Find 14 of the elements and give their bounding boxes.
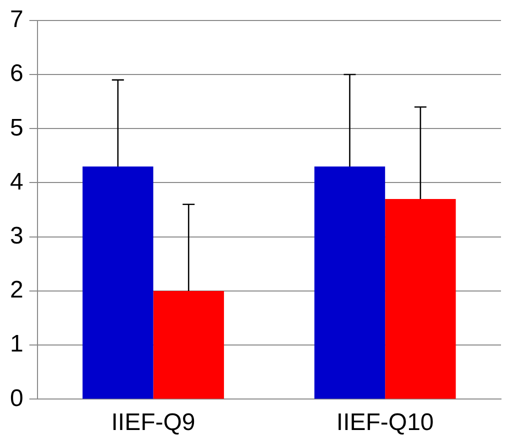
y-tick-label: 6 (10, 60, 24, 88)
y-tick-label: 7 (10, 6, 24, 34)
y-tick-label: 1 (10, 330, 24, 358)
y-tick-label: 0 (10, 384, 24, 412)
y-tick-label: 5 (10, 114, 24, 142)
x-tick-label: IIEF-Q9 (111, 409, 196, 436)
bar (314, 166, 386, 399)
y-tick-label: 4 (10, 168, 24, 196)
bar (385, 198, 456, 399)
bar (153, 290, 224, 399)
bar (82, 166, 154, 399)
y-tick-label: 2 (10, 276, 24, 304)
x-tick-label: IIEF-Q10 (336, 409, 434, 436)
y-tick-label: 3 (10, 222, 24, 250)
